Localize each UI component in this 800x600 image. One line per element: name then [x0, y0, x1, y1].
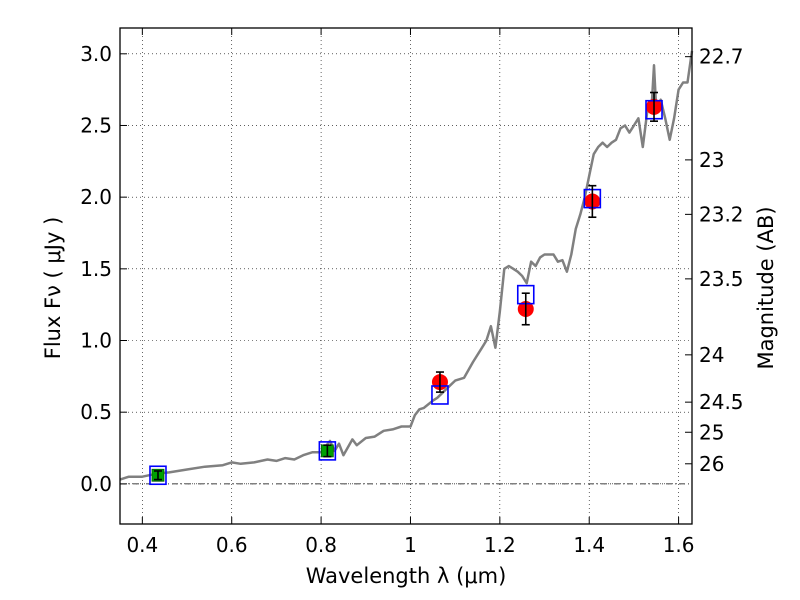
- photometry-markers: [149, 91, 663, 486]
- right-tick-label: 25: [699, 420, 724, 444]
- y-tick-label: 1.5: [80, 257, 112, 281]
- right-axis-label: Magnitude (AB): [754, 206, 778, 369]
- y-tick-label: 0.0: [80, 472, 112, 496]
- model-spectrum: [119, 50, 694, 481]
- plot-frame: [119, 27, 693, 525]
- x-tick-label: 1.6: [663, 533, 695, 557]
- right-tick-label: 26: [699, 452, 724, 476]
- y-tick-label: 2.0: [80, 185, 112, 209]
- x-tick-label: 1: [404, 533, 417, 557]
- right-tick-label: 22.7: [699, 45, 744, 69]
- y-tick-label: 0.5: [80, 400, 112, 424]
- x-tick-label: 0.6: [216, 533, 248, 557]
- y-tick-label: 3.0: [80, 42, 112, 66]
- y-tick-label: 1.0: [80, 329, 112, 353]
- spectrum-line: [119, 50, 694, 481]
- right-tick-label: 23.2: [699, 202, 744, 226]
- x-tick-label: 1.2: [484, 533, 516, 557]
- right-tick-label: 24: [699, 343, 724, 367]
- right-tick-label: 24.5: [699, 390, 744, 414]
- model-photometry-point: [149, 465, 167, 486]
- x-axis-label: Wavelength λ (μm): [306, 564, 507, 588]
- model-photometry-point: [318, 441, 337, 461]
- y-tick-label: 2.5: [80, 113, 112, 137]
- right-tick-label: 23: [699, 148, 724, 172]
- x-tick-label: 0.8: [305, 533, 337, 557]
- right-tick-label: 23.5: [699, 267, 744, 291]
- y-axis-label: Flux Fν ( μJy ): [41, 217, 65, 360]
- x-tick-label: 0.4: [126, 533, 158, 557]
- x-tick-label: 1.4: [573, 533, 605, 557]
- grid: [120, 28, 692, 524]
- axis-ticks: 0.4 0.6 0.8 1 1.2 1.4 1.6 0.0 0.5 1.0 1.5 2.0 2.5 3.0…: [80, 28, 744, 557]
